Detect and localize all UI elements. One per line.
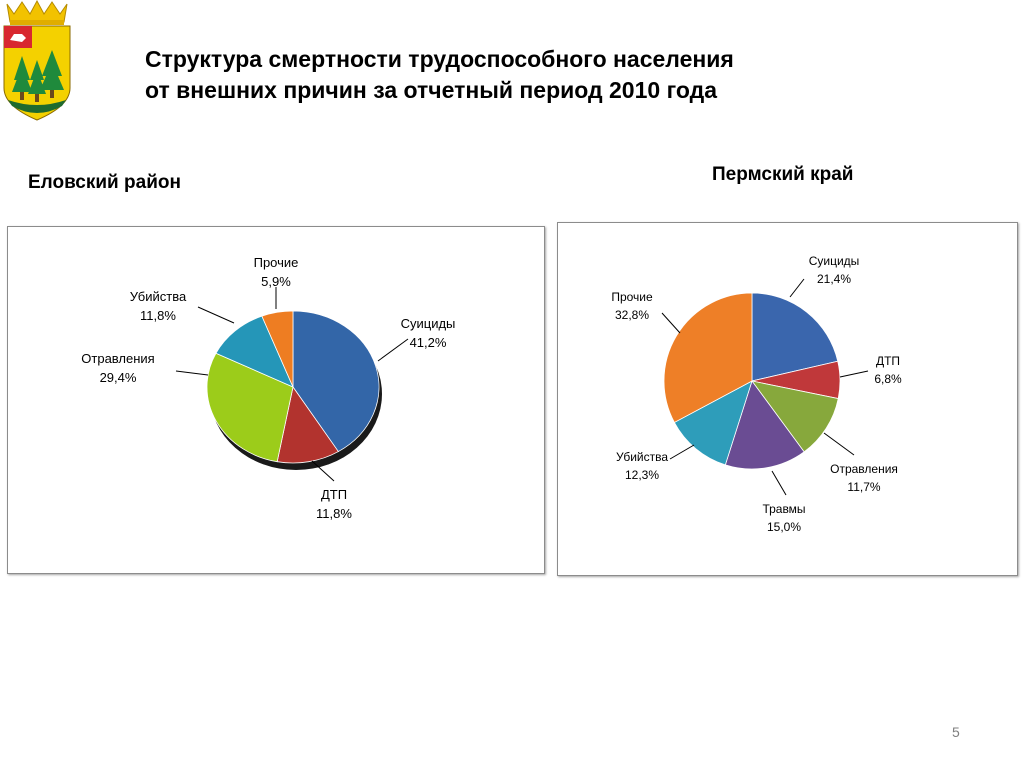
slice-label-1: Суициды bbox=[809, 254, 860, 268]
slide-title-line2: от внешних причин за отчетный период 201… bbox=[145, 77, 717, 103]
pie-chart-perm-frame: Суициды 21,4% ДТП 6,8% Отравления 11,7% Травмы… bbox=[557, 222, 1018, 576]
pie-chart-elovsky-frame: Суициды 41,2% ДТП 11,8% Отравления 29,4% Убийс… bbox=[7, 226, 545, 574]
slide-title: Структура смертности трудоспособного нас… bbox=[145, 44, 905, 106]
leader-line-5 bbox=[669, 444, 695, 460]
slice-value-label-4: 15,0% bbox=[767, 520, 801, 534]
slice-label-2: ДТП bbox=[876, 354, 900, 368]
coat-of-arms-icon bbox=[3, 0, 71, 121]
pie-slice-2 bbox=[276, 386, 339, 464]
pie-slice-5 bbox=[261, 310, 294, 388]
leader-line-2 bbox=[311, 460, 335, 482]
leader-line-3 bbox=[823, 432, 855, 456]
pie-chart-elovsky: Суициды 41,2% ДТП 11,8% Отравления 29,4% Убийс… bbox=[81, 255, 456, 521]
pie-chart-perm: Суициды 21,4% ДТП 6,8% Отравления 11,7% Травмы… bbox=[611, 254, 902, 534]
slice-value-label-6: 32,8% bbox=[615, 308, 649, 322]
leader-line-1 bbox=[789, 278, 805, 298]
slice-value-label-2: 11,8% bbox=[316, 506, 352, 521]
leader-line-1 bbox=[377, 338, 409, 362]
pie-slice-6 bbox=[663, 292, 753, 423]
chart-title-elovsky: Еловский район bbox=[28, 172, 181, 193]
slice-value-label-1: 41,2% bbox=[410, 335, 447, 350]
leader-line-6 bbox=[661, 312, 681, 334]
slice-label-4: Травмы bbox=[762, 502, 805, 516]
leader-line-4 bbox=[771, 470, 787, 496]
leader-line-2 bbox=[839, 370, 869, 378]
leader-line-4 bbox=[197, 306, 235, 324]
slice-label-4: Убийства bbox=[130, 289, 187, 304]
slice-value-label-4: 11,8% bbox=[140, 308, 176, 323]
slice-label-5: Прочие bbox=[254, 255, 299, 270]
slice-value-label-3: 29,4% bbox=[100, 370, 137, 385]
slice-label-3: Отравления bbox=[830, 462, 898, 476]
slice-value-label-5: 5,9% bbox=[261, 274, 291, 289]
pie-slice-3 bbox=[751, 380, 839, 453]
slice-label-3: Отравления bbox=[81, 351, 154, 366]
slide-title-line1: Структура смертности трудоспособного нас… bbox=[145, 46, 734, 72]
pie-slice-1 bbox=[292, 310, 380, 453]
slice-value-label-5: 12,3% bbox=[625, 468, 659, 482]
slice-value-label-2: 6,8% bbox=[874, 372, 902, 386]
slice-label-6: Прочие bbox=[611, 290, 653, 304]
pie-slice-1 bbox=[751, 292, 839, 382]
slice-value-label-1: 21,4% bbox=[817, 272, 851, 286]
slice-label-5: Убийства bbox=[616, 450, 668, 464]
slice-label-2: ДТП bbox=[321, 487, 347, 502]
page-number: 5 bbox=[952, 724, 960, 740]
pie-slice-4 bbox=[215, 315, 294, 388]
slice-value-label-3: 11,7% bbox=[847, 480, 880, 494]
chart-title-perm: Пермский край bbox=[712, 164, 854, 185]
pie-slice-5 bbox=[673, 380, 753, 466]
slice-label-1: Суициды bbox=[401, 316, 456, 331]
leader-line-3 bbox=[175, 370, 209, 376]
pie-slice-3 bbox=[206, 352, 294, 463]
